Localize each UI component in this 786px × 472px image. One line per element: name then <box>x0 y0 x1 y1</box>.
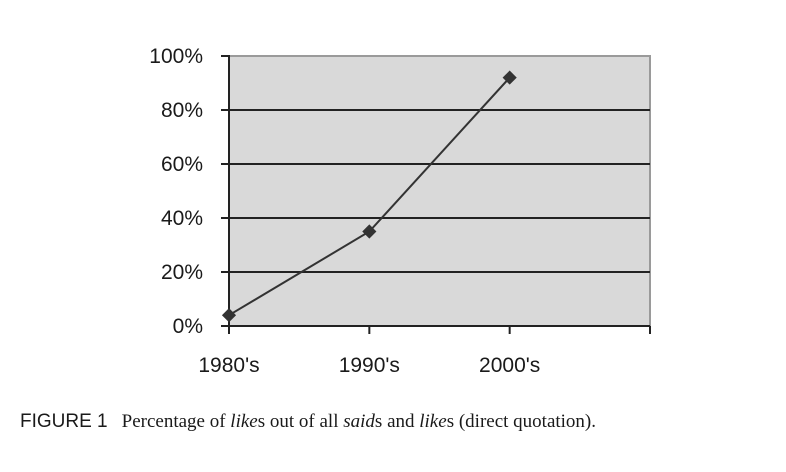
caption-fragment: said <box>343 411 375 432</box>
line-chart: 0% 20% 40% 60% 80% 100% 1980's 1990's 2000's <box>149 45 651 377</box>
x-tick-label: 1990's <box>339 354 400 377</box>
caption-fragment: s and <box>374 411 420 432</box>
x-axis-ticks: 1980's 1990's 2000's <box>198 354 540 377</box>
x-tick-label: 1980's <box>198 354 259 377</box>
diamond-marker <box>362 224 377 239</box>
y-tick-label: 60% <box>161 153 203 176</box>
diamond-marker <box>221 308 237 323</box>
figure-caption: FIGURE 1 Percentage of likes out of all s… <box>20 411 596 433</box>
caption-fragment: like <box>230 411 258 432</box>
y-axis-ticks: 0% 20% 40% 60% 80% 100% <box>149 45 203 338</box>
y-tick-label: 100% <box>149 45 203 68</box>
caption-fragment: s (direct quotation). <box>446 411 597 432</box>
figure-label: FIGURE 1 <box>20 411 108 432</box>
gridlines <box>221 55 651 334</box>
y-tick-label: 20% <box>161 261 203 284</box>
caption-text: Percentage of likes out of all saids and… <box>122 411 596 432</box>
y-tick-label: 80% <box>161 99 203 122</box>
plot-area <box>228 55 651 327</box>
x-tick-label: 2000's <box>479 354 540 377</box>
caption-fragment: Percentage of <box>121 411 231 432</box>
y-tick-label: 0% <box>173 315 203 338</box>
caption-fragment: like <box>419 411 447 432</box>
y-tick-label: 40% <box>161 207 203 230</box>
caption-fragment: s out of all <box>257 411 344 432</box>
